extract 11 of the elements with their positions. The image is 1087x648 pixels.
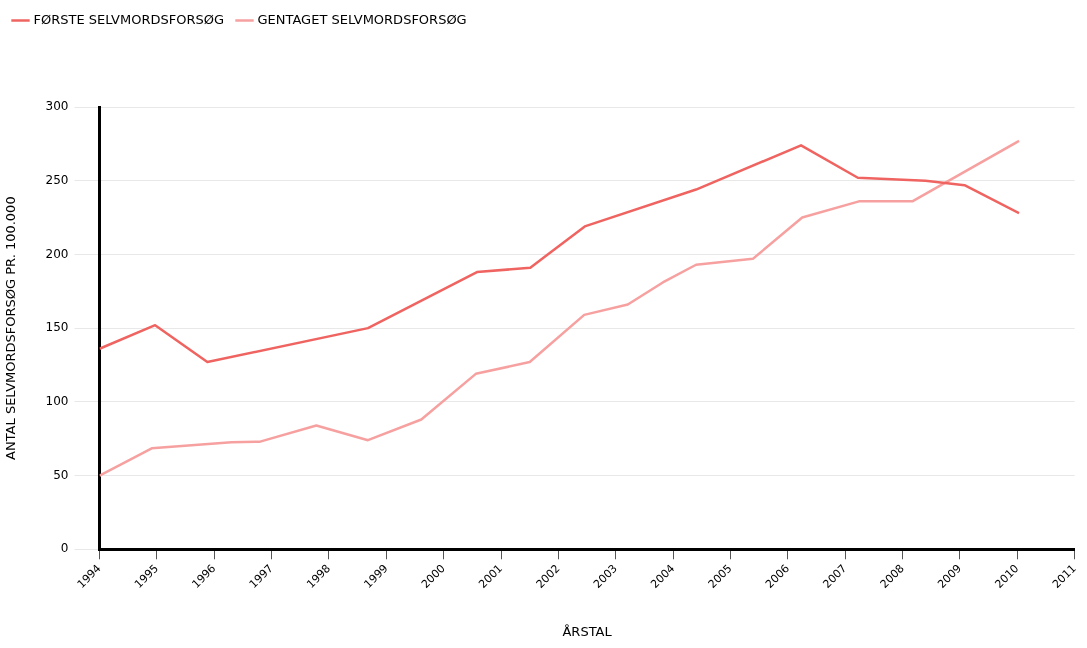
legend-label: FØRSTE SELVMORDSFORSØG [33,11,224,27]
y-tick-label: 200 [45,246,69,261]
y-tick-label: 150 [45,320,69,335]
y-tick-label: 300 [45,99,69,114]
y-tick-label: 250 [45,172,69,187]
x-axis-title: ÅRSTAL [562,623,613,639]
legend-label: GENTAGET SELVMORDSFORSØG [257,11,467,27]
y-tick-label: 100 [45,393,69,408]
y-tick-label: 50 [53,467,69,482]
y-axis-title: ANTAL SELVMORDSFORSØG PR. 100.000 [3,196,19,460]
y-tick-label: 0 [60,541,69,556]
